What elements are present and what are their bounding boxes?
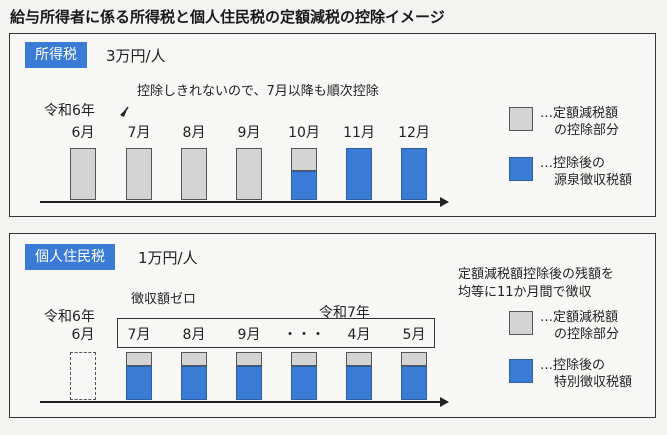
deduction-bar	[70, 148, 96, 200]
month-label: 4月	[347, 327, 371, 343]
deduction-bar	[291, 148, 317, 171]
withholding-bar	[291, 171, 317, 200]
resident-tax-legend-swatch-withholding	[509, 359, 533, 383]
income-tax-legend-swatch-withholding	[509, 157, 533, 181]
month-label: 8月	[182, 327, 206, 343]
resident-tax-legend-swatch-deduction	[509, 311, 533, 335]
month-label: 10月	[288, 125, 320, 141]
withholding-bar	[401, 148, 427, 200]
deduction-bar	[181, 352, 207, 366]
resident-tax-legend-deduction: …定額減税額 の控除部分	[540, 310, 620, 342]
month-label: 7月	[127, 327, 151, 343]
deduction-bar	[401, 352, 427, 366]
income-tax-axis	[40, 201, 440, 203]
withholding-bar	[181, 366, 207, 400]
months-bracket	[117, 318, 435, 348]
resident-tax-era2: 令和7年	[319, 305, 370, 321]
income-tax-legend-swatch-deduction	[509, 107, 533, 131]
income-tax-legend-deduction: …定額減税額 の控除部分	[540, 106, 620, 138]
deduction-bar	[181, 148, 207, 200]
resident-tax-era: 令和6年	[44, 309, 95, 325]
deduction-bar	[126, 148, 152, 200]
withholding-bar	[236, 366, 262, 400]
income-tax-legend-withholding: …控除後の 源泉徴収税額	[540, 156, 633, 188]
month-label: 8月	[182, 125, 206, 141]
month-label: 6月	[71, 125, 95, 141]
resident-tax-legend-withholding: …控除後の 特別徴収税額	[540, 358, 633, 390]
resident-tax-axis-arrow	[440, 397, 449, 407]
month-label: 9月	[237, 327, 261, 343]
deduction-bar	[126, 352, 152, 366]
resident-tax-axis	[40, 401, 440, 403]
resident-tax-zero-note: 徴収額ゼロ	[131, 292, 197, 307]
month-label: 6月	[71, 327, 95, 343]
month-label: 11月	[343, 125, 375, 141]
month-label: 12月	[398, 125, 430, 141]
empty-bar	[70, 352, 96, 400]
withholding-bar	[291, 366, 317, 400]
resident-tax-amount: 1万円/人	[138, 249, 198, 267]
resident-tax-tag: 個人住民税	[25, 244, 115, 270]
resident-tax-note-line1: 定額減税額控除後の残額を	[458, 267, 615, 282]
note-arrowhead-1	[120, 107, 128, 117]
resident-tax-panel	[9, 233, 656, 418]
month-label: 9月	[237, 125, 261, 141]
month-label: 5月	[402, 327, 426, 343]
deduction-bar	[346, 352, 372, 366]
withholding-bar	[346, 148, 372, 200]
deduction-bar	[291, 352, 317, 366]
income-tax-amount: 3万円/人	[106, 47, 166, 65]
withholding-bar	[126, 366, 152, 400]
income-tax-panel	[9, 33, 656, 217]
deduction-bar	[236, 148, 262, 200]
withholding-bar	[346, 366, 372, 400]
income-tax-era: 令和6年	[44, 103, 95, 119]
month-label: ・・・	[283, 327, 325, 343]
income-tax-tag: 所得税	[25, 42, 87, 68]
income-tax-axis-arrow	[440, 197, 449, 207]
page-title: 給与所得者に係る所得税と個人住民税の定額減税の控除イメージ	[10, 8, 445, 26]
month-label: 7月	[127, 125, 151, 141]
income-tax-note: 控除しきれないので、7月以降も順次控除	[137, 84, 379, 99]
resident-tax-note-line2: 均等に11か月間で徴収	[458, 285, 592, 300]
withholding-bar	[401, 366, 427, 400]
deduction-bar	[236, 352, 262, 366]
